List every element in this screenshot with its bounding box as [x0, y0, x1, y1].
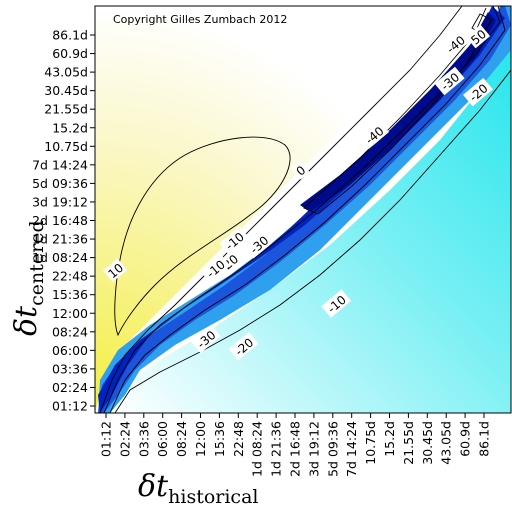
- y-tick-label: 1d 21:36: [32, 232, 88, 247]
- x-tick-label: 43.05d: [439, 421, 454, 465]
- x-tick-label: 15.2d: [382, 421, 397, 457]
- contour-line-neg-10: [114, 69, 511, 413]
- y-tick-label: 21.55d: [44, 102, 88, 117]
- y-axis-title-subscript: centered: [26, 220, 48, 306]
- y-tick-label: 5d 09:36: [32, 176, 88, 191]
- y-tick-label: 43.05d: [44, 65, 88, 80]
- svg-text:δthistorical: δthistorical: [138, 469, 258, 508]
- x-tick-label: 1d 21:36: [269, 421, 284, 477]
- y-tick-label: 03:36: [52, 361, 88, 376]
- y-axis-title-symbol: δt: [9, 305, 44, 336]
- y-tick-label: 10.75d: [44, 139, 88, 154]
- y-tick-label: 01:12: [52, 399, 88, 414]
- y-tick-label: 22:48: [52, 269, 88, 284]
- contour-label-background: [200, 254, 231, 283]
- y-tick-label: 30.45d: [44, 83, 88, 98]
- x-tick-label: 08:24: [174, 421, 189, 457]
- y-tick-label: 3d 19:12: [32, 194, 88, 209]
- x-tick-label: 02:24: [117, 421, 132, 457]
- x-axis-title-subscript: historical: [168, 486, 258, 508]
- y-tick-label: 06:00: [52, 343, 88, 358]
- y-tick-label: 08:24: [52, 324, 88, 339]
- x-tick-label: 3d 19:12: [306, 421, 321, 477]
- x-tick-label: 60.9d: [458, 421, 473, 457]
- contour-label-background: [463, 77, 493, 107]
- positive-region-upper: [95, 6, 468, 413]
- plot-frame: [94, 5, 512, 414]
- plot-area: [95, 6, 511, 413]
- x-tick-label: 7d 14:24: [344, 421, 359, 477]
- x-tick-label: 30.45d: [420, 421, 435, 465]
- y-axis: 01:12 02:24 03:36 06:00 08:24 12:00 15:36 22:48…: [32, 28, 95, 414]
- contour-label-background: [219, 226, 250, 255]
- contour-line-neg-40: [303, 7, 491, 215]
- y-axis-title: δtcentered: [9, 220, 48, 336]
- contour-line-neg-30: [103, 6, 501, 413]
- x-axis-title-symbol: δt: [138, 469, 169, 504]
- y-tick-label: 60.9d: [52, 46, 88, 61]
- x-axis: 01:12 02:24 03:36 06:00 08:24 12:00 15:36 22:48…: [99, 413, 492, 477]
- contour-line-zero: [99, 6, 463, 413]
- contour-label: 0: [291, 160, 310, 180]
- x-tick-label: 10.75d: [363, 421, 378, 465]
- y-tick-label: 1d 08:24: [32, 250, 88, 265]
- x-axis-title: δthistorical: [138, 469, 258, 508]
- x-tick-label: 22:48: [231, 421, 246, 457]
- contour-line-pos-10: [114, 136, 291, 337]
- x-tick-label: 21.55d: [401, 421, 416, 465]
- x-tick-label: 1d 08:24: [250, 421, 265, 477]
- x-tick-label: 12:00: [193, 421, 208, 457]
- y-tick-label: 15:36: [52, 287, 88, 302]
- negative-ridge-mid: [98, 6, 511, 413]
- contour-label-background: [228, 331, 259, 361]
- contour-line-neg-20: [109, 6, 506, 413]
- y-tick-label: 02:24: [52, 380, 88, 395]
- contour-label-background: [321, 289, 352, 318]
- x-tick-label: 03:36: [136, 421, 151, 457]
- contour-label-background: [359, 120, 390, 150]
- contour-label-background: [103, 258, 128, 283]
- x-tick-label: 06:00: [155, 421, 170, 457]
- svg-text:δtcentered: δtcentered: [9, 220, 48, 336]
- contour-label-background: [465, 24, 491, 49]
- y-tick-label: 7d 14:24: [32, 157, 88, 172]
- y-tick-label: 86.1d: [52, 28, 88, 43]
- negative-region-lower: [110, 6, 511, 413]
- y-tick-label: 2d 16:48: [32, 213, 88, 228]
- x-tick-label: 5d 09:36: [325, 421, 340, 477]
- x-tick-label: 2d 16:48: [288, 421, 303, 477]
- y-tick-label: 15.2d: [52, 120, 88, 135]
- y-tick-label: 12:00: [52, 306, 88, 321]
- contour-label-background: [440, 29, 471, 59]
- x-tick-label: 15:36: [212, 421, 227, 457]
- contour-label-background: [291, 160, 310, 180]
- x-tick-label: 86.1d: [477, 421, 492, 457]
- copyright-annotation: Copyright Gilles Zumbach 2012: [113, 13, 287, 26]
- negative-ridge-peak: [300, 12, 496, 212]
- contour-label-background: [190, 324, 221, 354]
- x-tick-label: 01:12: [99, 421, 114, 457]
- contour-label-background: [243, 229, 274, 259]
- contour-label-background: [434, 66, 465, 96]
